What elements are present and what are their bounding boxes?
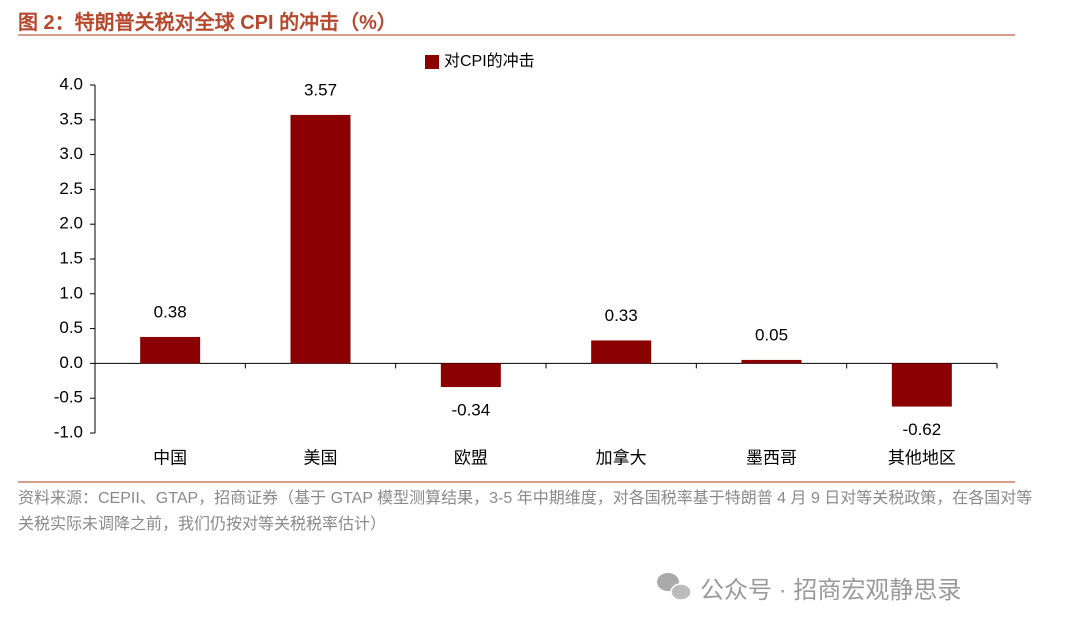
x-tick-label: 中国: [153, 448, 187, 467]
bar: [440, 363, 501, 388]
bar: [891, 363, 952, 407]
wechat-icon: [657, 573, 692, 601]
watermark: 公众号 · 招商宏观静思录: [700, 577, 962, 604]
y-tick-label: 2.0: [59, 214, 83, 233]
data-label: 3.57: [304, 80, 337, 99]
x-tick-label: 墨西哥: [746, 448, 797, 467]
data-label: 0.05: [755, 325, 788, 344]
x-tick-label: 加拿大: [596, 447, 647, 467]
x-tick-label: 其他地区: [888, 448, 956, 467]
bar: [741, 359, 802, 364]
legend-label: 对CPI的冲击: [444, 52, 535, 70]
y-tick-label: 0.5: [59, 318, 83, 337]
data-label: 0.38: [154, 302, 187, 321]
y-tick-label: 3.5: [59, 109, 83, 128]
bar: [290, 114, 351, 364]
legend-swatch: [425, 55, 439, 69]
data-label: -0.62: [902, 420, 941, 439]
bar: [591, 340, 652, 364]
figure-title: 图 2：特朗普关税对全球 CPI 的冲击（%）: [18, 12, 397, 34]
y-tick-label: 0.0: [59, 353, 83, 372]
data-label: 0.33: [605, 306, 638, 325]
x-tick-label: 美国: [304, 448, 338, 467]
y-tick-label: 1.5: [59, 248, 83, 267]
y-tick-label: 4.0: [59, 74, 83, 93]
bar: [140, 336, 201, 364]
y-tick-label: 1.0: [59, 283, 83, 302]
y-tick-label: 3.0: [59, 144, 83, 163]
x-tick-label: 欧盟: [454, 448, 488, 467]
y-tick-label: -0.5: [54, 388, 83, 407]
data-label: -0.34: [451, 401, 490, 420]
y-tick-label: 2.5: [59, 179, 83, 198]
source-note: 资料来源：CEPII、GTAP，招商证券（基于 GTAP 模型测算结果，3-5 …: [18, 490, 1033, 533]
y-tick-label: -1.0: [54, 422, 83, 441]
